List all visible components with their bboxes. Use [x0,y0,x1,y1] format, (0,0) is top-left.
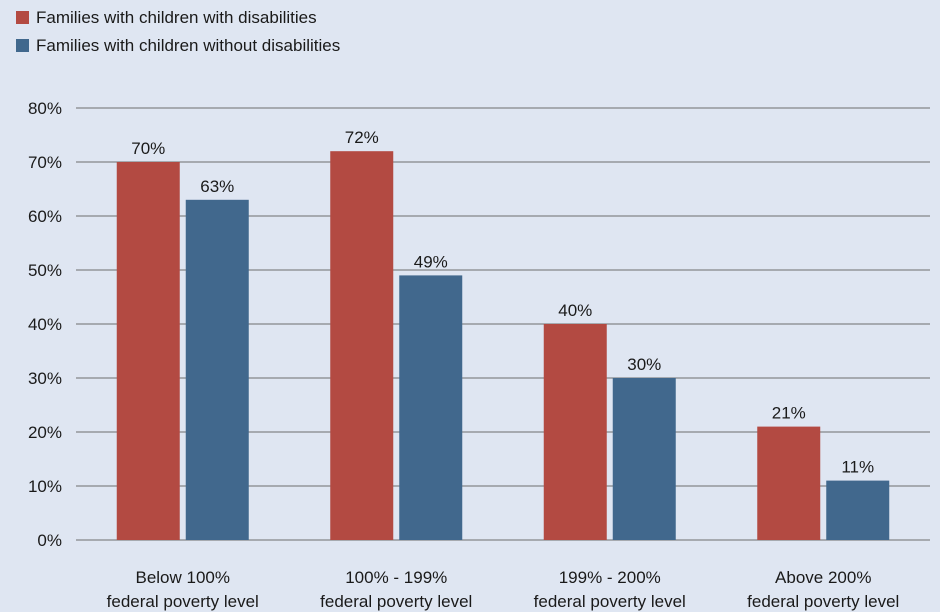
y-tick-label: 60% [28,207,62,226]
bar-series1-cat2 [330,151,394,540]
x-category-label-2-line2: federal poverty level [320,592,472,611]
bars [116,151,890,541]
x-category-label-4-line2: federal poverty level [747,592,899,611]
y-tick-label: 80% [28,99,62,118]
x-axis-categories: Below 100% federal poverty level 100% - 19… [107,568,900,611]
x-category-label-4-line1: Above 200% [775,568,871,587]
x-category-label-3-line1: 199% - 200% [559,568,661,587]
bar-series1-cat4 [757,426,821,540]
y-tick-label: 20% [28,423,62,442]
data-label-series1-cat3: 40% [558,301,592,320]
x-category-label-1-line2: federal poverty level [107,592,259,611]
data-labels: 70% 63% 72% 49% 40% 30% 21% 11% [131,128,874,476]
data-label-series1-cat1: 70% [131,139,165,158]
legend-swatch-2 [16,39,29,52]
y-axis-ticks: 0% 10% 20% 30% 40% 50% 60% 70% 80% [28,99,62,550]
legend-label-2: Families with children without disabilit… [36,36,340,55]
bar-series2-cat4 [826,480,890,540]
y-tick-label: 30% [28,369,62,388]
data-label-series2-cat4: 11% [841,458,874,477]
data-label-series2-cat3: 30% [627,355,661,374]
x-category-label-1-line1: Below 100% [135,568,230,587]
bar-series1-cat3 [543,324,607,540]
legend: Families with children with disabilities… [16,8,340,55]
legend-label-1: Families with children with disabilities [36,8,317,27]
data-label-series2-cat1: 63% [200,177,234,196]
data-label-series1-cat4: 21% [772,404,806,423]
data-label-series1-cat2: 72% [345,128,379,147]
x-category-label-2-line1: 100% - 199% [345,568,447,587]
bar-series2-cat2 [399,275,463,540]
x-category-label-3-line2: federal poverty level [534,592,686,611]
y-tick-label: 40% [28,315,62,334]
legend-swatch-1 [16,11,29,24]
data-label-series2-cat2: 49% [414,252,448,271]
y-tick-label: 50% [28,261,62,280]
bar-series1-cat1 [116,162,180,540]
y-tick-label: 0% [37,531,62,550]
bar-series2-cat3 [612,378,676,540]
bar-series2-cat1 [185,199,249,541]
y-tick-label: 70% [28,153,62,172]
y-tick-label: 10% [28,477,62,496]
